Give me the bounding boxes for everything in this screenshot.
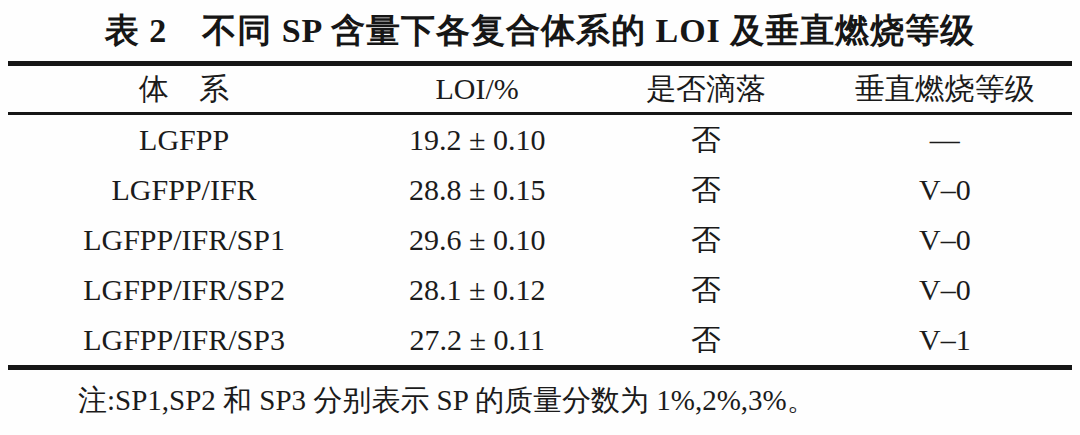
column-header-ul94-rating: 垂直燃烧等级 [818,69,1072,110]
cell-dripping: 否 [594,320,817,361]
cell-system: LGFPP/IFR/SP3 [8,323,360,357]
cell-loi: 28.8 ± 0.15 [360,173,594,207]
cell-loi: 28.1 ± 0.12 [360,273,594,307]
cell-dripping: 否 [594,220,817,261]
column-header-loi: LOI/% [360,72,594,106]
cell-system: LGFPP/IFR/SP1 [8,223,360,257]
table-footnote: 注:SP1,SP2 和 SP3 分别表示 SP 的质量分数为 1%,2%,3%。 [78,381,816,421]
cell-ul94-rating: V–1 [818,323,1072,357]
table-row: LGFPP 19.2 ± 0.10 否 — [8,115,1072,165]
column-header-system: 体 系 [8,69,360,110]
paper-table-figure: 表 2 不同 SP 含量下各复合体系的 LOI 及垂直燃烧等级 体 系 LOI/… [0,0,1080,435]
cell-dripping: 否 [594,270,817,311]
data-table: 体 系 LOI/% 是否滴落 垂直燃烧等级 LGFPP 19.2 ± 0.10 … [8,61,1072,370]
table-row: LGFPP/IFR/SP1 29.6 ± 0.10 否 V–0 [8,215,1072,265]
cell-ul94-rating: — [818,123,1072,157]
cell-loi: 27.2 ± 0.11 [360,323,594,357]
table-header-row: 体 系 LOI/% 是否滴落 垂直燃烧等级 [8,66,1072,115]
cell-system: LGFPP [8,123,360,157]
cell-system: LGFPP/IFR/SP2 [8,273,360,307]
cell-ul94-rating: V–0 [818,223,1072,257]
table-row: LGFPP/IFR 28.8 ± 0.15 否 V–0 [8,165,1072,215]
table-row: LGFPP/IFR/SP2 28.1 ± 0.12 否 V–0 [8,265,1072,315]
cell-dripping: 否 [594,120,817,161]
cell-loi: 29.6 ± 0.10 [360,223,594,257]
cell-ul94-rating: V–0 [818,173,1072,207]
cell-loi: 19.2 ± 0.10 [360,123,594,157]
column-header-dripping: 是否滴落 [594,69,817,110]
table-caption: 表 2 不同 SP 含量下各复合体系的 LOI 及垂直燃烧等级 [0,8,1080,54]
table-row: LGFPP/IFR/SP3 27.2 ± 0.11 否 V–1 [8,315,1072,365]
cell-ul94-rating: V–0 [818,273,1072,307]
cell-system: LGFPP/IFR [8,173,360,207]
cell-dripping: 否 [594,170,817,211]
